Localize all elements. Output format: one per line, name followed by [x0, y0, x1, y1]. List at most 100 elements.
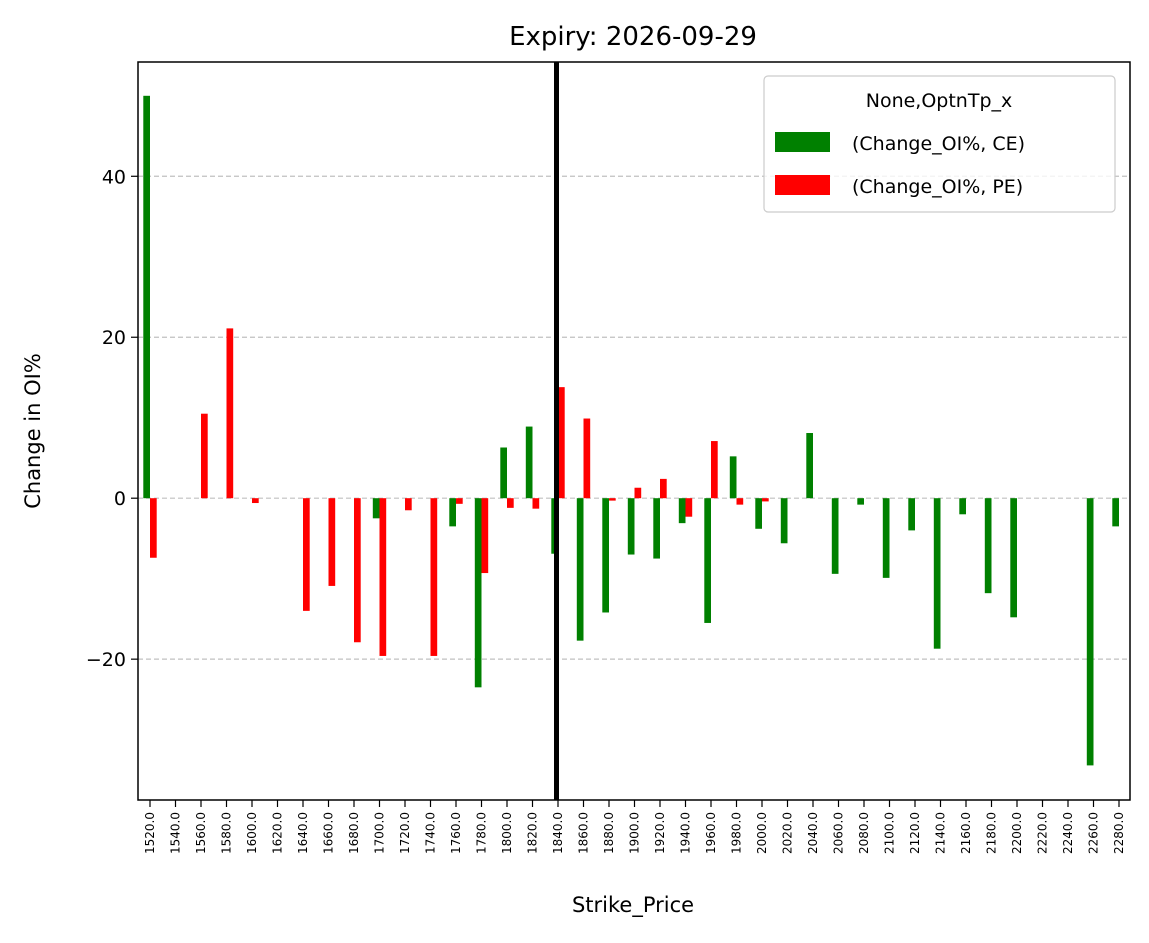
x-tick-label: 1620.0 — [271, 812, 285, 854]
legend: None,OptnTp_x (Change_OI%, CE) (Change_O… — [763, 75, 1116, 213]
x-tick-label: 2160.0 — [959, 812, 973, 854]
bar-ce-2280.0 — [1112, 498, 1119, 527]
bar-ce-1800.0 — [500, 447, 507, 499]
plot-frame — [137, 61, 1131, 801]
bar-pe-1680.0 — [354, 498, 361, 643]
bar-ce-1820.0 — [525, 426, 533, 499]
bar-pe-1700.0 — [379, 498, 387, 656]
legend-title: None,OptnTp_x — [866, 90, 1013, 112]
y-tick-label: 0 — [114, 488, 126, 510]
x-tick-label: 2120.0 — [908, 812, 922, 854]
x-axis: 1520.0 1540.0 1560.0 1580.0 1600.0 1620.0 1640… — [143, 800, 1126, 854]
x-tick-label: 2000.0 — [755, 812, 769, 854]
y-tick-label: 40 — [102, 166, 126, 188]
x-tick-label: 2260.0 — [1087, 812, 1101, 854]
x-tick-label: 2140.0 — [934, 812, 948, 854]
bar-ce-2060.0 — [831, 498, 839, 574]
bar-pe-1520.0 — [150, 498, 157, 558]
bar-pe-1600.0 — [252, 498, 259, 504]
x-tick-label: 1520.0 — [143, 812, 157, 854]
x-tick-label: 2040.0 — [806, 812, 820, 854]
x-tick-label: 2060.0 — [832, 812, 846, 854]
bar-pe-1820.0 — [532, 498, 540, 509]
bar-ce-1520.0 — [143, 95, 150, 499]
x-tick-label: 2020.0 — [781, 812, 795, 854]
x-tick-label: 2240.0 — [1061, 812, 1075, 854]
bar-ce-1780.0 — [474, 498, 482, 688]
bar-pe-1640.0 — [303, 498, 310, 611]
x-tick-label: 2280.0 — [1112, 812, 1126, 854]
bar-pe-1800.0 — [507, 498, 514, 508]
bar-ce-2080.0 — [857, 498, 864, 505]
bar-ce-1700.0 — [372, 498, 380, 519]
legend-label-pe: (Change_OI%, PE) — [852, 176, 1023, 198]
bar-ce-2160.0 — [959, 498, 966, 515]
x-tick-label: 1700.0 — [373, 812, 387, 854]
bar-pe-1920.0 — [660, 478, 667, 499]
legend-swatch-ce — [775, 132, 830, 152]
bar-pe-1840.0 — [558, 387, 565, 499]
bar-ce-2180.0 — [984, 498, 992, 594]
x-tick-label: 1680.0 — [347, 812, 361, 854]
x-tick-label: 2080.0 — [857, 812, 871, 854]
x-tick-label: 1720.0 — [398, 812, 412, 854]
bar-ce-2100.0 — [882, 498, 890, 578]
x-tick-label: 1540.0 — [169, 812, 183, 854]
legend-swatch-pe — [775, 175, 830, 195]
x-tick-label: 1920.0 — [653, 812, 667, 854]
x-tick-label: 2180.0 — [985, 812, 999, 854]
x-tick-label: 2100.0 — [883, 812, 897, 854]
x-tick-label: 1900.0 — [628, 812, 642, 854]
x-tick-label: 1740.0 — [424, 812, 438, 854]
bar-ce-1960.0 — [704, 498, 711, 623]
bar-ce-2000.0 — [755, 498, 762, 529]
y-axis-label: Change in OI% — [21, 353, 45, 509]
bar-pe-1560.0 — [201, 413, 208, 499]
bar-ce-2260.0 — [1086, 498, 1094, 766]
bar-ce-1760.0 — [449, 498, 456, 527]
bar-pe-1580.0 — [226, 328, 234, 499]
bar-ce-1860.0 — [576, 498, 584, 641]
bar-pe-1780.0 — [481, 498, 489, 574]
x-tick-label: 1820.0 — [526, 812, 540, 854]
bar-ce-1920.0 — [653, 498, 660, 559]
x-tick-label: 2220.0 — [1036, 812, 1050, 854]
bar-pe-1720.0 — [405, 498, 412, 511]
bar-ce-1880.0 — [602, 498, 609, 613]
bar-ce-2120.0 — [908, 498, 915, 531]
x-tick-label: 1840.0 — [551, 812, 565, 854]
bar-pe-2000.0 — [762, 498, 769, 502]
x-tick-label: 1940.0 — [679, 812, 693, 854]
bar-pe-1880.0 — [609, 498, 616, 501]
x-tick-label: 1800.0 — [500, 812, 514, 854]
chart-title: Expiry: 2026-09-29 — [509, 22, 757, 52]
x-tick-label: 1600.0 — [245, 812, 259, 854]
x-tick-label: 1640.0 — [296, 812, 310, 854]
x-tick-label: 1960.0 — [704, 812, 718, 854]
x-tick-label: 1580.0 — [220, 812, 234, 854]
x-axis-label: Strike_Price — [572, 893, 694, 918]
bars — [143, 95, 1119, 766]
bar-pe-1740.0 — [430, 498, 438, 656]
bar-ce-2200.0 — [1010, 498, 1017, 618]
bar-ce-2040.0 — [806, 433, 813, 499]
y-axis: −20 0 20 40 — [86, 166, 138, 671]
x-tick-label: 1660.0 — [322, 812, 336, 854]
x-tick-label: 1880.0 — [602, 812, 616, 854]
legend-label-ce: (Change_OI%, CE) — [852, 133, 1025, 155]
bar-pe-1960.0 — [711, 441, 718, 499]
bar-ce-1940.0 — [678, 498, 686, 524]
bar-pe-1860.0 — [583, 418, 591, 499]
legend-box — [763, 75, 1116, 213]
bar-ce-1900.0 — [627, 498, 635, 555]
x-tick-label: 1860.0 — [577, 812, 591, 854]
x-tick-label: 1780.0 — [475, 812, 489, 854]
x-tick-label: 1760.0 — [449, 812, 463, 854]
y-tick-label: −20 — [86, 649, 126, 671]
bar-pe-1980.0 — [736, 498, 744, 505]
grid — [138, 175, 1130, 660]
y-tick-label: 20 — [102, 327, 126, 349]
x-tick-label: 2200.0 — [1010, 812, 1024, 854]
bar-ce-2020.0 — [780, 498, 788, 544]
